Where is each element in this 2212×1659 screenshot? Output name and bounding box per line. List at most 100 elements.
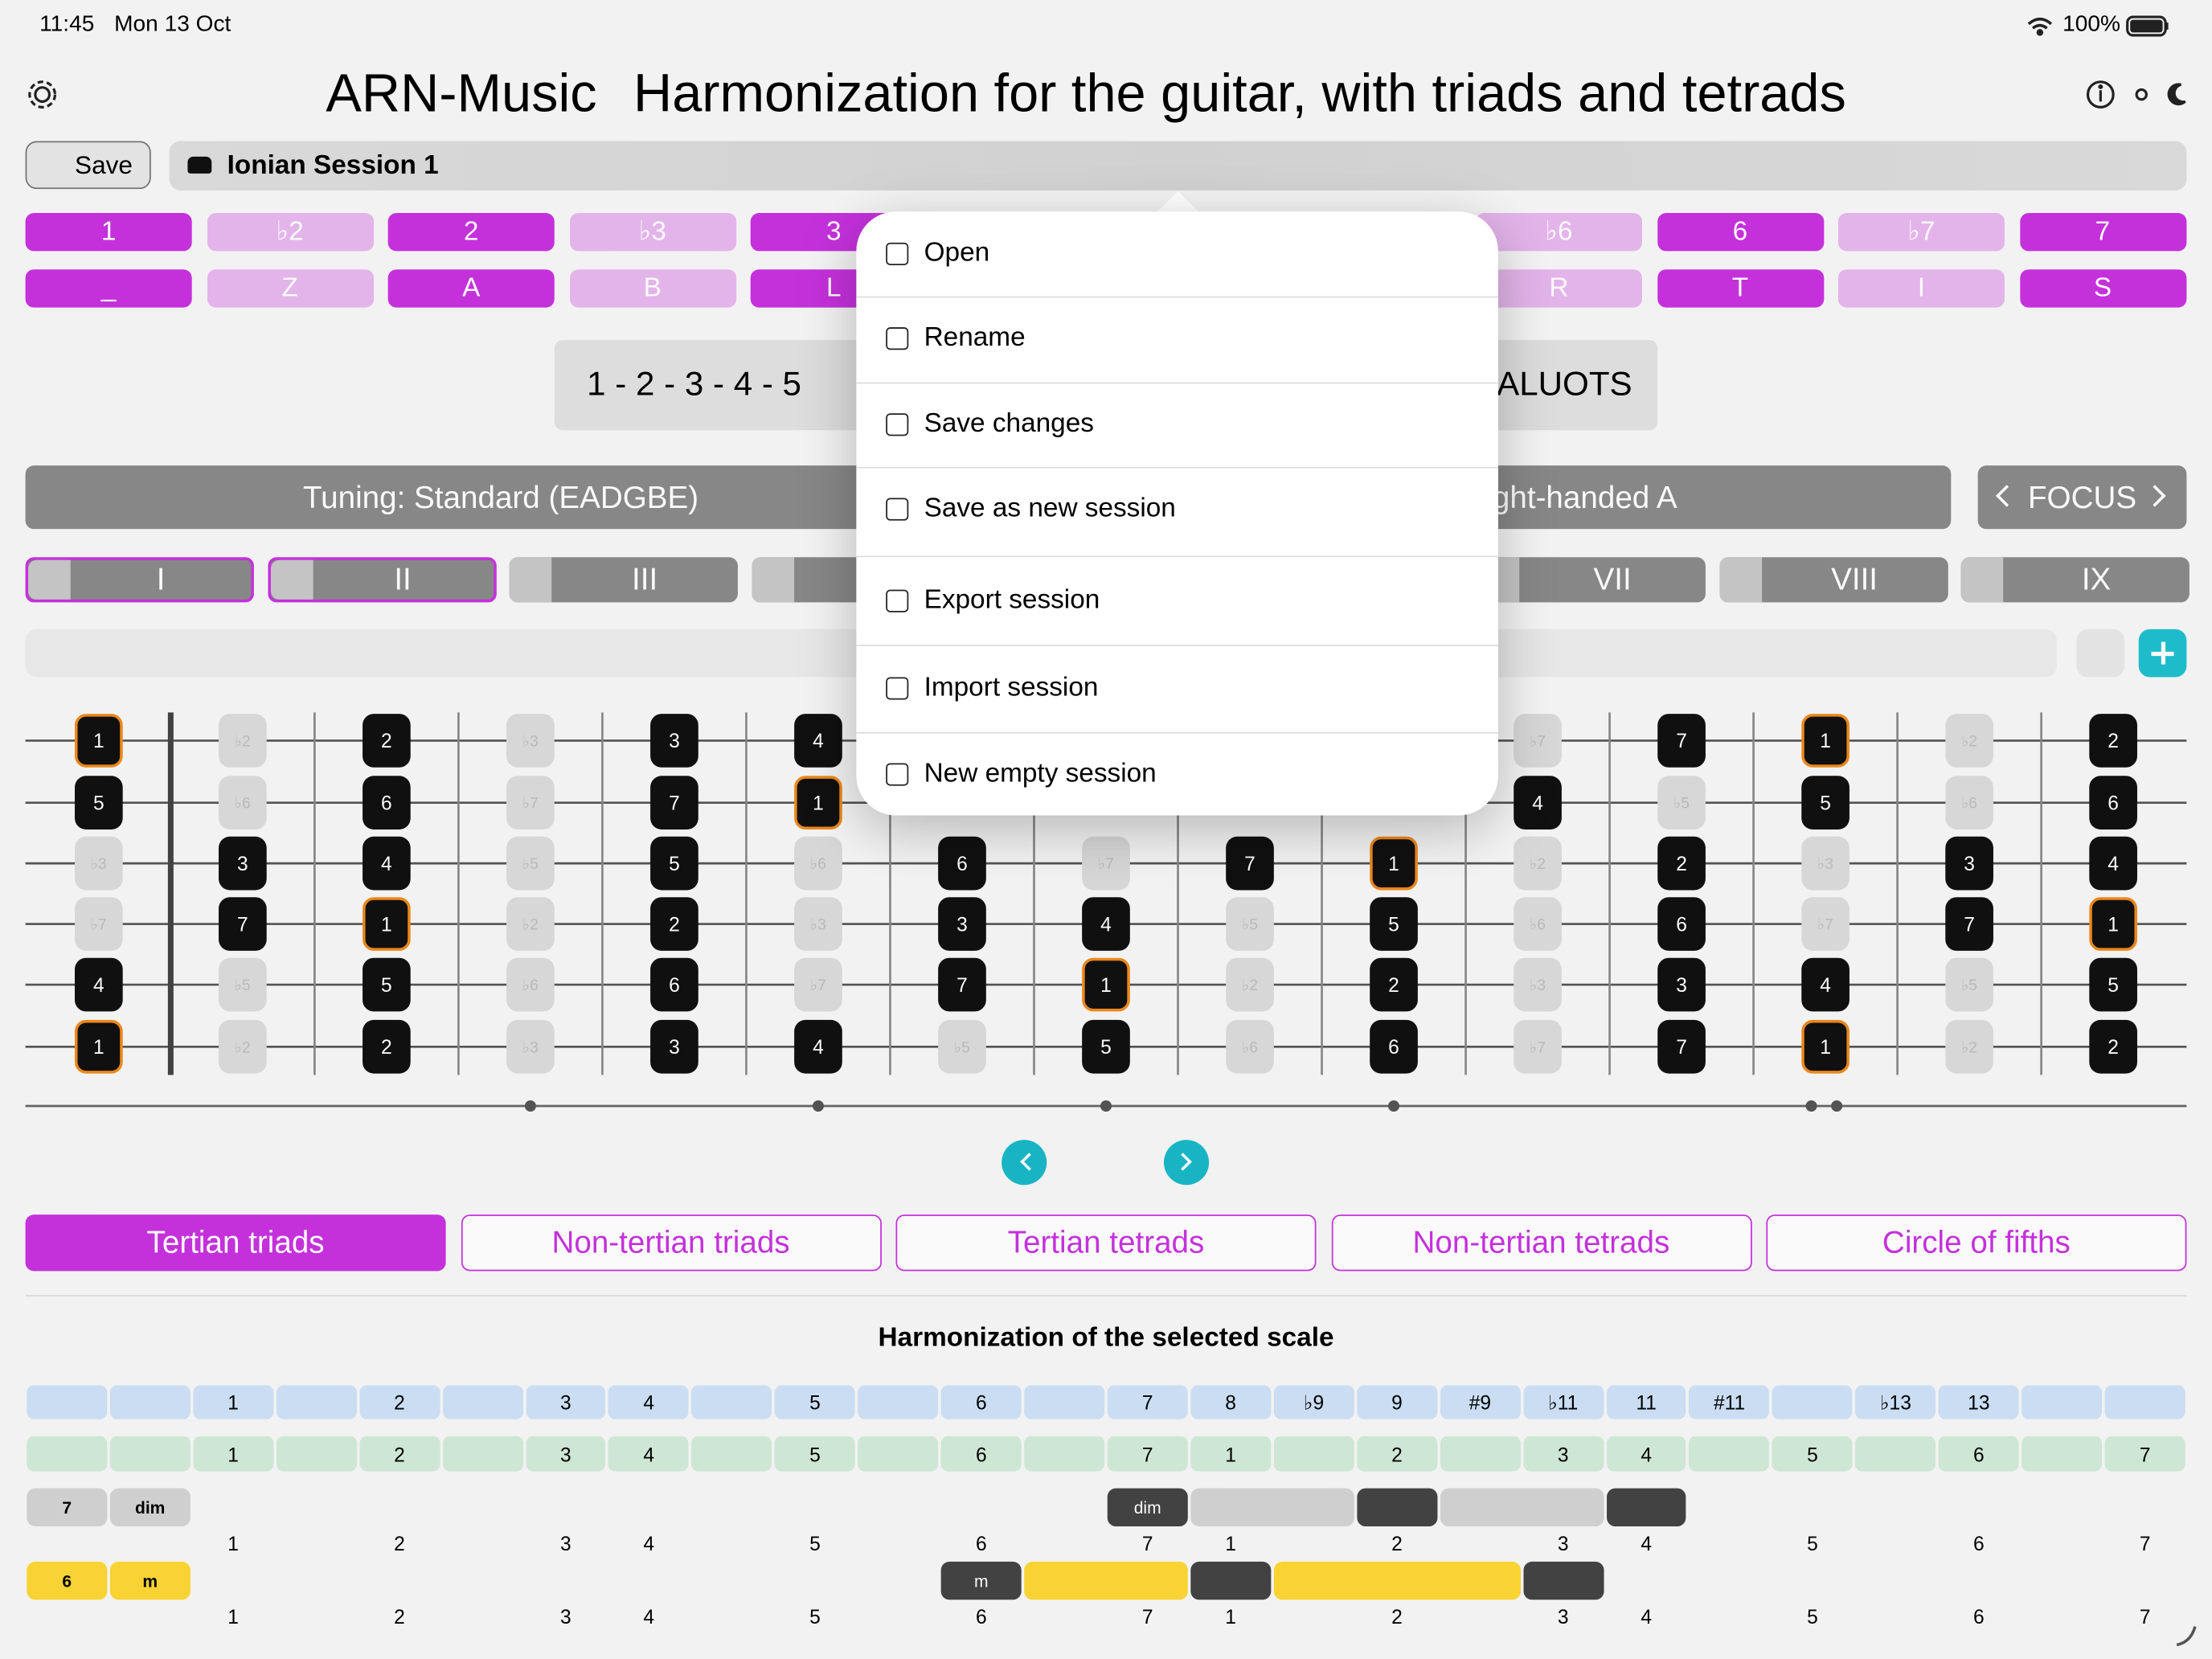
note-chip[interactable]: ♭7 (506, 776, 555, 830)
note-chip[interactable]: 7 (1657, 1019, 1706, 1074)
mode-tab[interactable]: Circle of fifths (1766, 1215, 2187, 1272)
position-close[interactable] (1718, 557, 1762, 603)
note-chip[interactable]: 4 (794, 714, 842, 768)
note-chip[interactable]: 6 (2089, 776, 2137, 830)
note-chip[interactable]: 5 (363, 957, 411, 1012)
mode-tab[interactable]: Non-tertian triads (461, 1215, 882, 1272)
menu-item[interactable]: Save as new session (924, 494, 1176, 524)
menu-item[interactable]: Open (924, 238, 990, 268)
note-chip[interactable]: ♭6 (794, 836, 842, 891)
letter-button[interactable]: _ (25, 269, 192, 308)
note-chip[interactable]: 1 (2089, 897, 2137, 951)
note-chip[interactable]: 7 (650, 776, 698, 830)
note-chip[interactable]: 5 (1370, 897, 1418, 951)
note-chip[interactable]: ♭6 (1226, 1019, 1274, 1074)
note-chip[interactable]: 3 (650, 1019, 698, 1074)
note-chip[interactable]: 3 (938, 897, 986, 951)
note-chip[interactable]: 7 (219, 897, 267, 951)
letter-button[interactable]: B (569, 269, 736, 308)
note-chip[interactable]: 2 (650, 897, 698, 951)
note-chip[interactable]: ♭5 (1945, 957, 1993, 1012)
degree-button[interactable]: ♭2 (207, 213, 374, 252)
note-chip[interactable]: 5 (75, 776, 123, 830)
note-chip[interactable]: ♭7 (1514, 714, 1562, 768)
degree-button[interactable]: ♭6 (1475, 213, 1642, 252)
note-chip[interactable]: ♭6 (1514, 897, 1562, 951)
note-chip[interactable]: 7 (1226, 836, 1274, 891)
note-chip[interactable]: 2 (363, 1019, 411, 1074)
mode-tab[interactable]: Tertian triads (25, 1215, 446, 1272)
note-chip[interactable]: 2 (2089, 714, 2137, 768)
position-close[interactable] (1960, 557, 2004, 603)
note-chip[interactable]: 5 (650, 836, 698, 891)
note-chip[interactable]: ♭5 (938, 1019, 986, 1074)
note-chip[interactable]: 7 (1945, 897, 1993, 951)
note-chip[interactable]: ♭2 (1945, 1019, 1993, 1074)
next-button[interactable] (1163, 1140, 1210, 1186)
note-chip[interactable]: 4 (794, 1019, 842, 1074)
note-chip[interactable]: ♭7 (1801, 897, 1849, 951)
note-chip[interactable]: 5 (1082, 1019, 1130, 1074)
note-chip[interactable]: 4 (75, 957, 123, 1012)
note-chip[interactable]: 7 (938, 957, 986, 1012)
note-chip[interactable]: ♭7 (75, 897, 123, 951)
note-chip[interactable]: 4 (2089, 836, 2137, 891)
note-chip[interactable]: ♭7 (1082, 836, 1130, 891)
degree-button[interactable]: ♭7 (1837, 213, 2005, 252)
degree-button[interactable]: 2 (387, 213, 555, 252)
mode-tab[interactable]: Non-tertian tetrads (1330, 1215, 1751, 1272)
note-chip[interactable]: ♭7 (1514, 1019, 1562, 1074)
menu-item[interactable]: Export session (924, 585, 1100, 616)
position-close[interactable] (28, 559, 71, 600)
letter-button[interactable]: S (2019, 269, 2186, 308)
note-chip[interactable]: 1 (1801, 714, 1849, 768)
note-chip[interactable]: 1 (1370, 836, 1418, 891)
note-chip[interactable]: 4 (1514, 776, 1562, 830)
note-chip[interactable]: 1 (75, 714, 123, 768)
letter-button[interactable]: R (1475, 269, 1642, 308)
note-chip[interactable]: 6 (938, 836, 986, 891)
note-chip[interactable]: ♭3 (794, 897, 842, 951)
note-chip[interactable]: 2 (1370, 957, 1418, 1012)
note-chip[interactable]: ♭5 (219, 957, 267, 1012)
note-chip[interactable]: 1 (75, 1019, 123, 1074)
degree-button[interactable]: 1 (25, 213, 192, 252)
note-chip[interactable]: ♭3 (75, 836, 123, 891)
letter-button[interactable]: Z (207, 269, 374, 308)
note-chip[interactable]: 1 (1082, 957, 1130, 1012)
letter-button[interactable]: T (1657, 269, 1824, 308)
note-chip[interactable]: 7 (1657, 714, 1706, 768)
note-chip[interactable]: 2 (363, 714, 411, 768)
note-chip[interactable]: 5 (2089, 957, 2137, 1012)
note-chip[interactable]: ♭2 (506, 897, 555, 951)
note-chip[interactable]: ♭2 (219, 1019, 267, 1074)
menu-item[interactable]: New empty session (924, 759, 1157, 789)
note-chip[interactable]: ♭2 (1945, 714, 1993, 768)
note-chip[interactable]: 5 (1801, 776, 1849, 830)
minus-button[interactable] (2076, 629, 2125, 678)
letter-button[interactable]: I (1837, 269, 2005, 308)
note-chip[interactable]: 6 (650, 957, 698, 1012)
menu-item[interactable]: Rename (924, 322, 1026, 353)
note-chip[interactable]: 6 (1657, 897, 1706, 951)
note-chip[interactable]: ♭2 (1226, 957, 1274, 1012)
note-chip[interactable]: ♭6 (506, 957, 555, 1012)
note-chip[interactable]: 4 (1801, 957, 1849, 1012)
note-chip[interactable]: 3 (650, 714, 698, 768)
note-chip[interactable]: 1 (363, 897, 411, 951)
note-chip[interactable]: 4 (363, 836, 411, 891)
degree-button[interactable]: 7 (2019, 213, 2186, 252)
note-chip[interactable]: 3 (219, 836, 267, 891)
prev-button[interactable] (1002, 1140, 1047, 1186)
degree-button[interactable]: 6 (1657, 213, 1824, 252)
note-chip[interactable]: 1 (1801, 1019, 1849, 1074)
note-chip[interactable]: 2 (1657, 836, 1706, 891)
note-chip[interactable]: ♭3 (1801, 836, 1849, 891)
note-chip[interactable]: 3 (1657, 957, 1706, 1012)
note-chip[interactable]: 2 (2089, 1019, 2137, 1074)
note-chip[interactable]: ♭6 (219, 776, 267, 830)
note-chip[interactable]: 3 (1945, 836, 1993, 891)
note-chip[interactable]: ♭3 (506, 714, 555, 768)
focus-button[interactable]: FOCUS (1977, 465, 2187, 530)
note-chip[interactable]: ♭7 (794, 957, 842, 1012)
